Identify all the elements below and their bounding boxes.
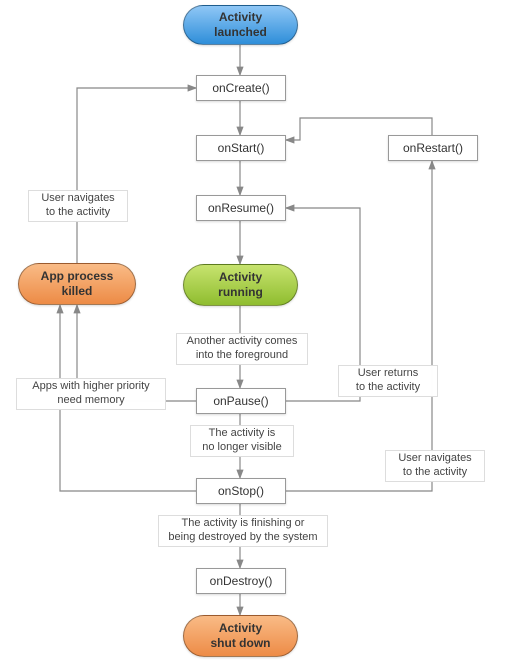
node-onDestroy: onDestroy()	[196, 568, 286, 594]
node-onStop: onStop()	[196, 478, 286, 504]
node-killed: App processkilled	[18, 263, 136, 305]
label-higherPriority: Apps with higher priorityneed memory	[16, 378, 166, 410]
node-onResume: onResume()	[196, 195, 286, 221]
node-onStart: onStart()	[196, 135, 286, 161]
node-onPause: onPause()	[196, 388, 286, 414]
label-finishing: The activity is finishing orbeing destro…	[158, 515, 328, 547]
edge-onStop-to-onRestart	[286, 161, 432, 491]
node-shutdown: Activityshut down	[183, 615, 298, 657]
node-onCreate: onCreate()	[196, 75, 286, 101]
label-userReturns: User returnsto the activity	[338, 365, 438, 397]
node-onRestart: onRestart()	[388, 135, 478, 161]
label-fgActivity: Another activity comesinto the foregroun…	[176, 333, 308, 365]
edge-killed-to-onCreate	[77, 88, 196, 263]
label-navToActivity1: User navigatesto the activity	[28, 190, 128, 222]
node-launched: Activitylaunched	[183, 5, 298, 45]
diagram-canvas: Activitylaunched Activityrunning App proce…	[0, 0, 513, 662]
node-running: Activityrunning	[183, 264, 298, 306]
label-notVisible: The activity isno longer visible	[190, 425, 294, 457]
label-navToActivity2: User navigatesto the activity	[385, 450, 485, 482]
